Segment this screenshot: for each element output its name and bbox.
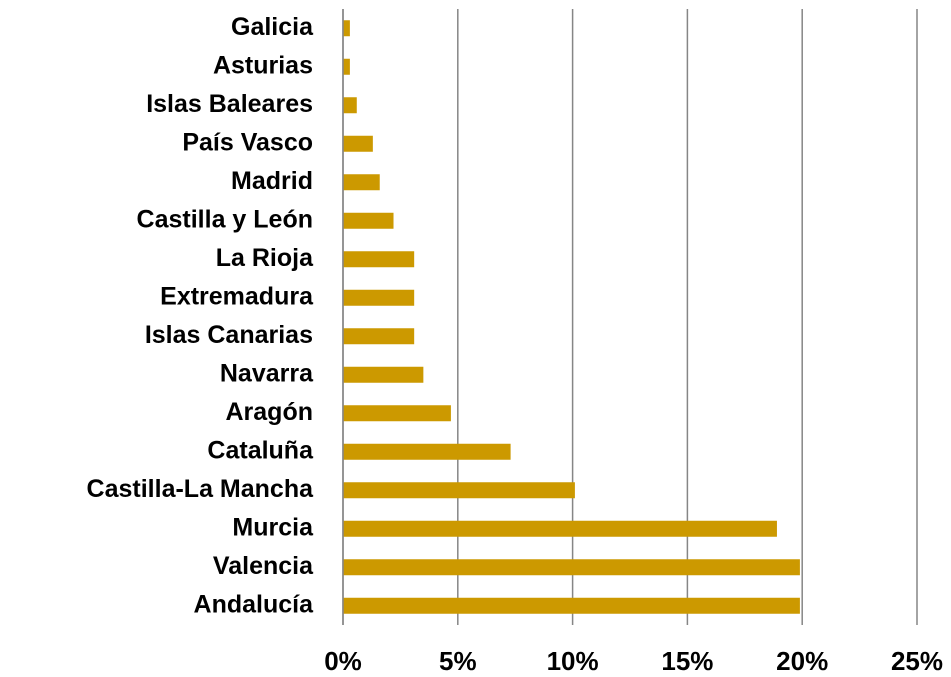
y-tick-label: Islas Baleares bbox=[146, 90, 313, 118]
x-tick-label: 0% bbox=[324, 646, 362, 676]
bar bbox=[343, 520, 777, 537]
bar bbox=[343, 482, 575, 499]
x-tick-label: 10% bbox=[547, 646, 599, 676]
y-tick-label: Castilla-La Mancha bbox=[87, 475, 315, 503]
bar bbox=[343, 328, 415, 345]
bar bbox=[343, 597, 800, 614]
bar bbox=[343, 559, 800, 576]
y-tick-label: País Vasco bbox=[182, 128, 313, 156]
bar bbox=[343, 135, 373, 152]
y-tick-label: Aragón bbox=[226, 398, 314, 426]
bar bbox=[343, 97, 357, 114]
y-tick-label: Murcia bbox=[232, 513, 314, 541]
bar bbox=[343, 289, 415, 306]
y-tick-label: Cataluña bbox=[207, 436, 314, 464]
bar bbox=[343, 443, 511, 460]
y-tick-label: Islas Canarias bbox=[145, 321, 313, 349]
y-tick-label: Extremadura bbox=[160, 282, 314, 310]
y-tick-label: Asturias bbox=[213, 51, 313, 79]
y-tick-label: Navarra bbox=[220, 359, 314, 387]
y-tick-label: La Rioja bbox=[216, 244, 314, 272]
y-tick-label: Castilla y León bbox=[137, 205, 313, 233]
x-tick-label: 20% bbox=[776, 646, 828, 676]
y-tick-label: Madrid bbox=[231, 167, 313, 195]
bar bbox=[343, 251, 415, 268]
bar bbox=[343, 366, 424, 383]
x-tick-label: 5% bbox=[439, 646, 477, 676]
y-tick-label: Galicia bbox=[231, 13, 314, 41]
bar bbox=[343, 212, 394, 229]
bar bbox=[343, 405, 451, 422]
y-tick-label: Valencia bbox=[213, 552, 314, 580]
bar bbox=[343, 174, 380, 191]
y-tick-label: Andalucía bbox=[194, 590, 315, 618]
bar bbox=[343, 20, 350, 37]
x-tick-label: 15% bbox=[661, 646, 713, 676]
bar bbox=[343, 58, 350, 75]
x-tick-label: 25% bbox=[891, 646, 943, 676]
